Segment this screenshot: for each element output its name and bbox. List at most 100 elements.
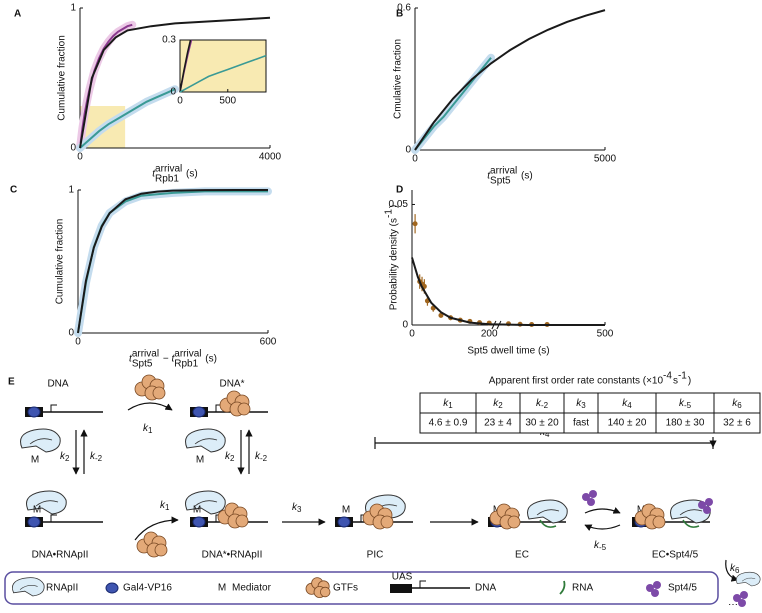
x-axis-label-text: t	[171, 354, 175, 365]
gtf-lobe	[152, 386, 166, 400]
rnapii-cleft	[536, 509, 560, 516]
x-tick-label: 0	[75, 337, 81, 348]
data-line	[77, 189, 268, 334]
legend-label: RNApII	[46, 583, 78, 594]
x-tick-label: 4000	[259, 152, 282, 163]
table-value: 32 ± 6	[723, 418, 751, 429]
species-label: DNA•RNApII	[32, 550, 89, 561]
rate-subscript: 2	[65, 454, 70, 463]
arrow	[584, 524, 621, 532]
x-axis-label-sub: Spt5	[132, 359, 153, 370]
legend-label: RNA	[572, 583, 593, 594]
table-header: k-5	[679, 398, 692, 410]
arrow	[725, 559, 739, 582]
y-tick-label: 0	[170, 87, 176, 98]
spt4-5	[589, 490, 597, 498]
rate-label: k-2	[255, 451, 268, 463]
rnapii-cleft	[194, 500, 218, 507]
rate-symbol: k	[576, 398, 582, 409]
rnapii	[26, 490, 67, 515]
table-title-text: Apparent first order rate constants (×10	[489, 376, 664, 387]
x-axis-label-sub: Rpb1	[174, 359, 198, 370]
gtf-lobe	[380, 515, 394, 529]
legend-label: GTFs	[333, 583, 358, 594]
rnapii	[527, 499, 568, 524]
rnapii	[736, 571, 761, 587]
y-tick-label: 0	[402, 320, 408, 331]
rnapii-cleft	[19, 585, 38, 590]
species-label: EC	[515, 550, 529, 561]
table-header: k3	[576, 398, 586, 410]
y-axis-label-text: Cmulative fraction	[393, 39, 404, 119]
y-axis-label-inner: Cumulative fraction	[55, 219, 66, 305]
rate-subscript: 1	[448, 401, 453, 410]
x-tick-label: 0	[77, 152, 83, 163]
gtf-lobe	[320, 586, 331, 598]
x-axis-label-sup: arrival	[174, 349, 201, 360]
spt4-5	[703, 506, 711, 514]
y-tick-label: 1	[70, 3, 76, 14]
panel-letter: D	[396, 185, 403, 196]
x-axis-label-sup: arrival	[490, 166, 517, 177]
rate-label: k1	[160, 500, 170, 512]
table-value: 23 ± 4	[484, 418, 512, 429]
rate-subscript: 1	[148, 426, 153, 435]
rnapii-cleft	[194, 438, 218, 445]
y-axis-label: Cumulative fraction	[57, 35, 68, 121]
y-tick-label: 0	[405, 145, 411, 156]
gtf-lobe	[237, 402, 251, 416]
data-point	[438, 312, 444, 318]
legend-label: Spt4/5	[668, 583, 697, 594]
rate-symbol: k	[90, 451, 96, 462]
rate-label: k-5	[594, 540, 607, 552]
y-tick-label: 0.3	[162, 35, 176, 46]
panel-letter: A	[14, 9, 21, 20]
y-tick-label: 0	[68, 328, 74, 339]
table-header: k4	[622, 398, 632, 410]
rna	[682, 519, 700, 528]
mediator: M	[31, 455, 39, 466]
panel-letter: C	[10, 185, 17, 196]
rate-subscript: 6	[735, 566, 740, 575]
y-axis-label-inner: Cumulative fraction	[57, 35, 68, 121]
rnapii-cleft	[29, 438, 53, 445]
x-axis-label-sup: arrival	[132, 349, 159, 360]
gal4-vp16	[105, 582, 119, 594]
rate-symbol: k	[143, 423, 149, 434]
y-axis-label-text: )	[389, 205, 400, 208]
mediator: M	[33, 505, 41, 516]
rate-subscript: -2	[260, 454, 268, 463]
rnapii-body	[527, 499, 568, 524]
data-line	[411, 257, 605, 326]
x-axis-label: Spt5 dwell time (s)	[467, 346, 549, 357]
rate-symbol: k	[732, 398, 738, 409]
x-tick-label: 5000	[594, 154, 617, 165]
rate-symbol: k	[622, 398, 628, 409]
rnapii	[185, 490, 226, 515]
rnapii	[20, 428, 61, 453]
species-label: EC•Spt4/5	[652, 550, 699, 561]
rate-symbol: k	[443, 398, 449, 409]
gal4-vp16	[192, 516, 206, 528]
rna	[559, 580, 566, 595]
gtf-lobe	[154, 543, 168, 557]
species-label: DNA*	[219, 379, 244, 390]
rate-symbol: k	[594, 540, 600, 551]
x-tick-label: 500	[219, 96, 236, 107]
species-label: PIC	[367, 550, 384, 561]
data-line	[414, 57, 492, 151]
x-tick-label: 600	[260, 337, 277, 348]
x-axis-label-text: t	[487, 171, 491, 182]
table-header: k1	[443, 398, 453, 410]
x-tick-label: 0	[409, 329, 415, 340]
uas	[390, 584, 412, 593]
spt4-5	[698, 501, 706, 509]
mediator: M	[218, 583, 226, 594]
rate-subscript: -2	[541, 401, 549, 410]
rate-symbol: k	[292, 502, 298, 513]
arrow	[584, 507, 621, 514]
